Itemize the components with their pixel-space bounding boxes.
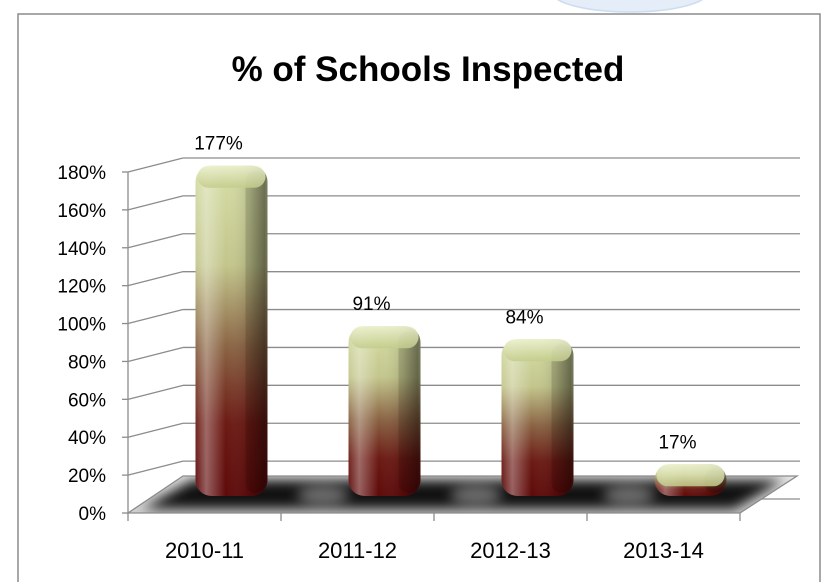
gridline-depth <box>127 460 184 476</box>
x-tick-label: 2013-14 <box>623 538 704 563</box>
bar-side <box>398 331 419 493</box>
bar-shading <box>501 339 574 496</box>
bar-shading <box>348 326 421 496</box>
y-tick-label: 20% <box>68 466 106 487</box>
gridline-depth <box>127 384 184 400</box>
gridline-depth <box>127 195 184 211</box>
y-axis-labels: 0% 20% 40% 60% 80% 100% 120% 140% 160% 180% <box>57 163 106 525</box>
bars <box>195 165 727 497</box>
floor-highlight <box>603 486 655 504</box>
gridline-depth <box>127 233 184 249</box>
floor-highlight <box>297 486 349 504</box>
data-label: 17% <box>658 432 696 453</box>
bar-cap <box>656 464 725 487</box>
gridline-depth <box>127 308 184 325</box>
bar-2011-12 <box>348 326 421 496</box>
bar-2012-13 <box>501 339 574 496</box>
data-label: 84% <box>505 307 543 328</box>
chart-title: % of Schools Inspected <box>232 50 625 89</box>
x-tick-label: 2011-12 <box>318 538 397 563</box>
floor-highlight <box>450 486 502 504</box>
gridline-depth <box>127 346 184 363</box>
data-label: 177% <box>194 134 243 155</box>
y-tick-label: 100% <box>57 315 106 336</box>
gridline-depth <box>127 271 184 287</box>
bar-cap <box>350 326 419 349</box>
x-tick-label: 2012-13 <box>470 538 551 563</box>
y-tick-label: 0% <box>79 504 107 525</box>
bar-cap <box>503 339 572 362</box>
x-axis: 2010-11 2011-12 2012-13 2013-14 <box>127 513 741 563</box>
chart-floor <box>125 475 800 514</box>
data-label: 91% <box>352 294 390 315</box>
y-tick-label: 120% <box>57 277 106 298</box>
y-tick-label: 60% <box>68 390 106 411</box>
y-tick-label: 40% <box>68 428 106 449</box>
gridline-depth <box>127 157 184 173</box>
bar-shading <box>195 165 268 497</box>
y-tick-label: 160% <box>57 201 106 222</box>
data-labels: 177% 91% 84% 17% <box>194 134 696 454</box>
bar-side <box>245 170 266 494</box>
x-tick-label: 2010-11 <box>165 538 244 563</box>
bar-2013-14 <box>654 464 727 496</box>
bar-side <box>551 344 572 493</box>
y-tick-label: 140% <box>57 239 106 260</box>
bar-2010-11 <box>195 165 268 497</box>
gridline-depth <box>127 422 184 438</box>
y-tick-label: 80% <box>68 352 106 373</box>
floor-shadow <box>142 480 784 509</box>
background-shape <box>557 0 703 13</box>
floor-outline <box>125 475 800 514</box>
bar-cap <box>197 165 266 188</box>
y-tick-label: 180% <box>57 163 106 184</box>
